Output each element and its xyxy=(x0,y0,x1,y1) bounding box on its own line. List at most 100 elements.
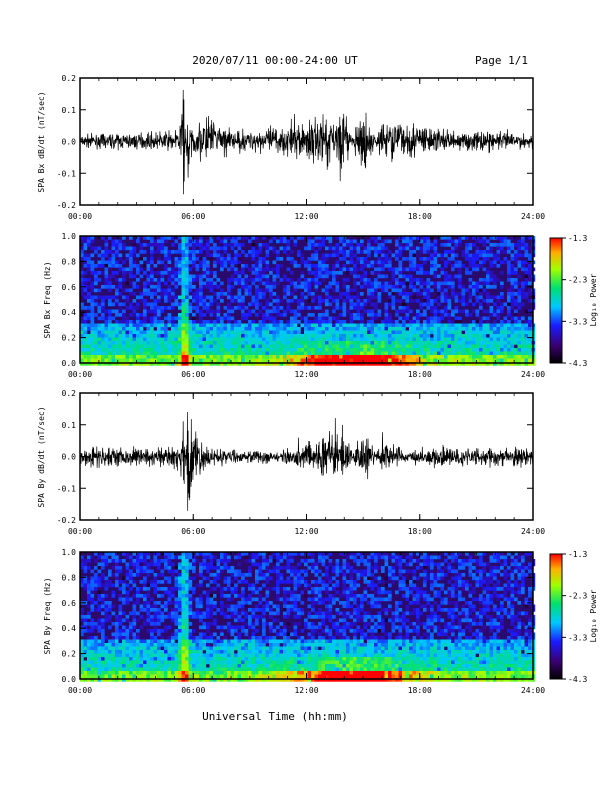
bx-spectrogram-cell xyxy=(437,281,441,286)
bx-spectrogram-cell xyxy=(496,344,501,349)
bx-spectrogram-cell xyxy=(304,320,308,324)
bx-spectrogram-cell xyxy=(381,334,385,338)
bx-spectrogram-cell xyxy=(174,257,179,261)
bx-spectrogram-cell xyxy=(164,306,168,310)
bx-spectrogram-cell xyxy=(377,292,382,296)
bx-spectrogram-cell xyxy=(423,341,427,345)
bx-spectrogram-cell xyxy=(510,299,515,303)
bx-spectrogram-cell xyxy=(206,274,210,279)
bx-spectrogram-cell xyxy=(335,281,340,286)
bx-spectrogram-cell xyxy=(489,337,494,342)
by-spectrogram-cell xyxy=(146,622,151,626)
bx-spectrogram-cell xyxy=(248,309,252,314)
bx-spectrogram-cell xyxy=(367,362,371,366)
bx-spectrogram-cell xyxy=(251,243,256,247)
bx-spectrogram-cell xyxy=(419,271,424,275)
bx-spectrogram-cell xyxy=(206,302,210,307)
bx-spectrogram-cell xyxy=(433,313,438,317)
bx-spectrogram-cell xyxy=(311,295,315,300)
bx-spectrogram-cell xyxy=(321,358,326,363)
bx-spectrogram-cell xyxy=(468,260,473,265)
bx-spectrogram-cell xyxy=(451,313,455,317)
bx-spectrogram-cell xyxy=(272,341,277,345)
bx-spectrogram-cell xyxy=(409,358,413,363)
bx-spectrogram-cell xyxy=(300,334,305,338)
by-spectrogram-cell xyxy=(171,611,175,616)
by-spectrogram-cell xyxy=(178,653,182,658)
panel-bx-dbdt: 0.20.10.0-0.1-0.2 00:00 06:00 12:00 18:00 24… xyxy=(37,74,545,221)
bx-spectrogram-cell xyxy=(157,250,161,254)
by-spectrogram-cell xyxy=(111,594,116,598)
bx-spectrogram-cell xyxy=(356,337,361,342)
bx-spectrogram-cell xyxy=(346,358,350,363)
by-spectrogram-cell xyxy=(150,622,154,626)
bx-spectrogram-cell xyxy=(188,327,193,331)
bx-spectrogram-cell xyxy=(479,288,483,293)
bx-spectrogram-cell xyxy=(87,362,91,366)
bx-spectrogram-cell xyxy=(181,250,186,254)
bx-spectrogram-cell xyxy=(122,260,126,265)
by-spectrogram-cell xyxy=(80,625,84,630)
bx-spectrogram-cell xyxy=(150,285,154,289)
bx-spectrogram-cell xyxy=(101,295,105,300)
bx-spectrogram-cell xyxy=(115,320,119,324)
by-spectrogram-cell xyxy=(132,580,137,584)
by-spectrogram-cell xyxy=(213,573,217,577)
bx-spectrogram-cell xyxy=(209,355,214,359)
bx-spectrogram-cell xyxy=(167,253,172,258)
bx-spectrogram-cell xyxy=(416,267,420,272)
bx-spectrogram-cell xyxy=(353,253,357,258)
bx-spectrogram-cell xyxy=(146,337,151,342)
bx-spectrogram-cell xyxy=(83,316,88,321)
bx-spectrogram-cell xyxy=(160,344,165,349)
bx-spectrogram-cell xyxy=(279,358,284,363)
bx-spectrogram-cell xyxy=(377,351,382,356)
bx-spectrogram-cell xyxy=(192,299,196,303)
bx-spectrogram-cell xyxy=(381,243,385,247)
by-spectrogram-cell xyxy=(139,594,144,598)
bx-spectrogram-cell xyxy=(258,337,263,342)
bx-spectrogram-cell xyxy=(360,351,364,356)
bx-spectrogram-cell xyxy=(517,362,522,366)
bx-spectrogram-cell xyxy=(118,330,123,335)
bx-spectrogram-cell xyxy=(423,362,427,366)
bx-spectrogram-cell xyxy=(185,351,189,356)
bx-spectrogram-cell xyxy=(213,320,217,324)
by-spectrogram-cell xyxy=(129,562,133,567)
bx-spectrogram-cell xyxy=(437,288,441,293)
bx-spectrogram-cell xyxy=(223,330,228,335)
bx-spectrogram-cell xyxy=(125,344,130,349)
bx-spectrogram-cell xyxy=(104,320,109,324)
bx-spectrogram-cell xyxy=(503,355,508,359)
bx-spectrogram-cell xyxy=(360,362,364,366)
bx-spectrogram-cell xyxy=(118,302,123,307)
bx-spectrogram-cell xyxy=(314,348,319,352)
by-spectrogram-cell xyxy=(174,569,179,574)
bx-spectrogram-cell xyxy=(171,271,175,275)
bx-spectrogram-cell xyxy=(335,274,340,279)
bx-spectrogram-cell xyxy=(111,344,116,349)
by-spectrogram-cell xyxy=(129,625,133,630)
bx-spectrogram-cell xyxy=(164,257,168,261)
bx-spectrogram-cell xyxy=(521,260,525,265)
by-spectrogram-cell xyxy=(104,636,109,640)
bx-spectrogram-cell xyxy=(454,299,459,303)
bx-spectrogram-cell xyxy=(517,355,522,359)
bx-spectrogram-cell xyxy=(356,316,361,321)
bx-spectrogram-cell xyxy=(433,337,438,342)
bx-spectrogram-cell xyxy=(279,337,284,342)
bx-spectrogram-cell xyxy=(115,341,119,345)
by-spectrogram-cell xyxy=(104,674,109,679)
bx-spectrogram-cell xyxy=(286,358,291,363)
bx-spectrogram-cell xyxy=(216,341,221,345)
bx-spectrogram-cell xyxy=(377,355,382,359)
bx-spectrogram-cell xyxy=(447,295,452,300)
bx-spectrogram-cell xyxy=(97,362,102,366)
bx-spectrogram-cell xyxy=(321,271,326,275)
bx-spectrogram-cell xyxy=(363,302,368,307)
bx-spectrogram-cell xyxy=(164,327,168,331)
by-spectrogram-cell xyxy=(139,657,144,661)
bx-spectrogram-cell xyxy=(115,250,119,254)
bx-spectrogram-cell xyxy=(258,344,263,349)
bx-spectrogram-cell xyxy=(80,281,84,286)
